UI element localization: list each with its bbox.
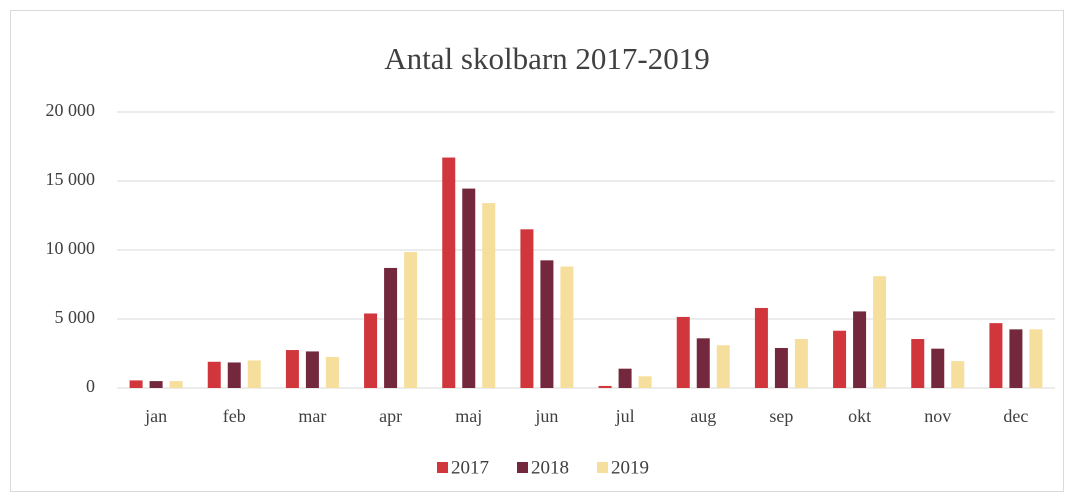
x-tick-label: maj (455, 406, 482, 426)
x-tick-label: jun (534, 406, 558, 426)
bar (754, 307, 768, 388)
y-tick-label: 20 000 (46, 100, 96, 120)
x-tick-label: sep (769, 406, 793, 426)
legend-swatch (517, 462, 528, 473)
bar (247, 360, 261, 388)
bar (696, 338, 710, 388)
bar (833, 330, 847, 388)
x-tick-label: jul (615, 406, 635, 426)
bar (227, 362, 241, 388)
bar (207, 361, 221, 388)
legend-label: 2017 (451, 457, 489, 478)
bar (520, 229, 534, 388)
bar (305, 351, 319, 388)
bar (638, 376, 652, 388)
x-tick-label: jan (144, 406, 167, 426)
bar (598, 385, 612, 388)
y-tick-label: 10 000 (46, 238, 96, 258)
bar (1009, 329, 1023, 388)
bar (149, 381, 163, 388)
y-tick-label: 15 000 (46, 169, 96, 189)
bar (853, 311, 867, 388)
bar (129, 380, 143, 388)
x-tick-label: nov (924, 406, 951, 426)
bar (1029, 329, 1043, 388)
bar (873, 276, 887, 388)
legend-label: 2019 (611, 457, 649, 478)
bar (951, 361, 965, 388)
bar (442, 157, 456, 388)
y-tick-label: 5 000 (55, 307, 96, 327)
chart-title: Antal skolbarn 2017-2019 (384, 41, 709, 76)
bar (404, 252, 418, 388)
bar (482, 203, 496, 388)
bar (794, 339, 808, 388)
x-tick-label: okt (848, 406, 871, 426)
x-tick-label: apr (379, 406, 402, 426)
legend-label: 2018 (531, 457, 569, 478)
bar (540, 260, 554, 388)
bar (931, 348, 945, 388)
bar (716, 345, 730, 388)
bar (285, 350, 299, 388)
bar (364, 313, 378, 388)
legend-swatch (597, 462, 608, 473)
y-tick-label: 0 (86, 376, 95, 396)
x-tick-label: feb (223, 406, 246, 426)
bar (462, 188, 476, 388)
x-tick-label: aug (690, 406, 716, 426)
bar (384, 267, 398, 388)
x-tick-label: dec (1003, 406, 1028, 426)
bar (618, 368, 632, 388)
bar (676, 316, 690, 388)
bar (989, 323, 1003, 388)
bar (774, 347, 788, 388)
bar (325, 356, 339, 388)
x-tick-label: mar (298, 406, 326, 426)
chart-border (10, 10, 1064, 492)
bar (169, 381, 183, 388)
legend-swatch (437, 462, 448, 473)
bar (911, 339, 925, 388)
bar (560, 266, 574, 388)
